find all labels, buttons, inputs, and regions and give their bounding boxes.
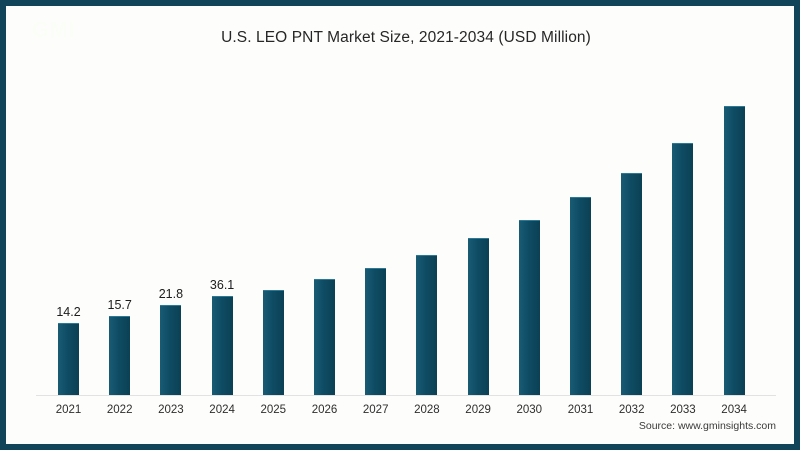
- x-tick-label-2029: 2029: [465, 404, 491, 416]
- x-axis-line: [36, 395, 776, 396]
- x-tick-label-2028: 2028: [414, 404, 440, 416]
- bar-2030[interactable]: [518, 220, 540, 395]
- bar-2028[interactable]: [416, 255, 438, 395]
- x-tick-label-2031: 2031: [567, 404, 594, 416]
- bar-2034[interactable]: [723, 106, 745, 395]
- x-tick-label-2030: 2030: [516, 404, 543, 416]
- bar-2024[interactable]: [211, 296, 233, 395]
- bar-value-label: 21.8: [158, 287, 184, 301]
- x-tick-label-2032: 2032: [618, 404, 645, 416]
- bar-2021[interactable]: [58, 323, 79, 395]
- x-tick-label-2034: 2034: [721, 404, 747, 416]
- bar-2029[interactable]: [467, 238, 489, 395]
- bar-2027[interactable]: [365, 268, 387, 395]
- bar-2026[interactable]: [314, 279, 335, 395]
- bar-2022[interactable]: [109, 316, 131, 395]
- bar-value-label: 14.2: [56, 305, 81, 319]
- x-tick-label-2026: 2026: [311, 404, 338, 416]
- plot-area: 14.2 2021 15.7 2022 21.8 2023 36.1 2024 2025 2026…: [6, 6, 794, 444]
- x-tick-label-2027: 2027: [362, 404, 389, 416]
- bar-2033[interactable]: [672, 143, 694, 395]
- bar-2031[interactable]: [570, 197, 591, 395]
- x-tick-label-2024: 2024: [209, 404, 235, 416]
- bar-value-label: 15.7: [107, 298, 132, 312]
- x-tick-label-2022: 2022: [106, 404, 133, 416]
- x-tick-label-2033: 2033: [670, 404, 696, 416]
- x-tick-label-2021: 2021: [55, 404, 82, 416]
- source-note: Source: www.gminsights.com: [638, 420, 776, 432]
- bar-2032[interactable]: [621, 173, 643, 395]
- x-tick-label-2023: 2023: [158, 404, 184, 416]
- bar-2025[interactable]: [262, 290, 284, 395]
- bar-2023[interactable]: [160, 305, 182, 395]
- x-tick-label-2025: 2025: [260, 404, 287, 416]
- chart-title: U.S. LEO PNT Market Size, 2021-2034 (USD…: [221, 29, 591, 46]
- bar-value-label: 36.1: [209, 278, 235, 292]
